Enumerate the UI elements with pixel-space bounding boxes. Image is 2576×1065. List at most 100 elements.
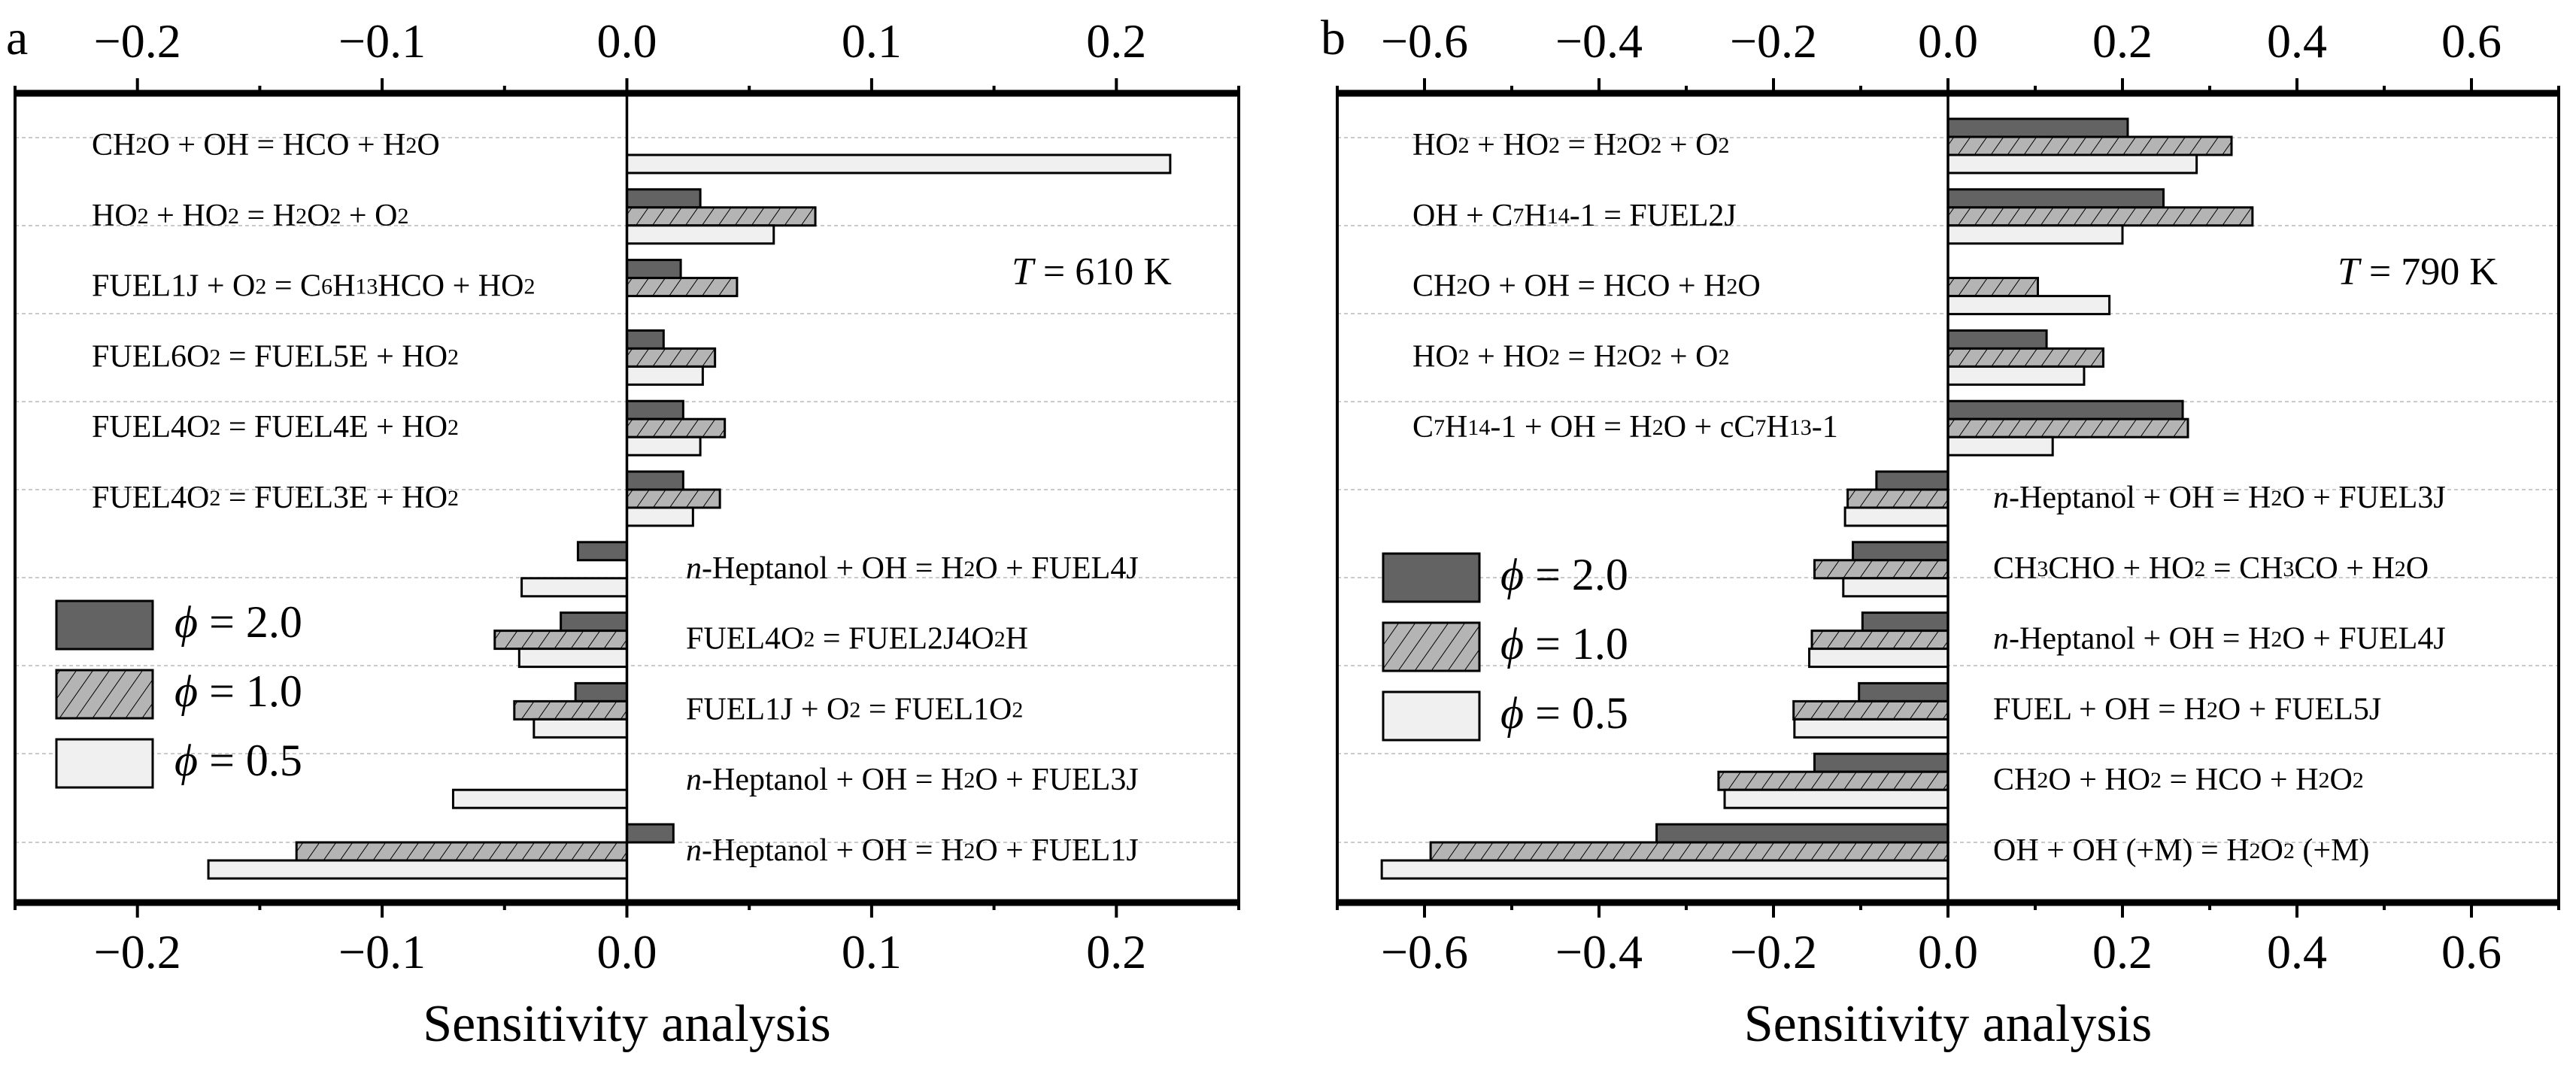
bar-phi-0-5	[1946, 435, 2054, 457]
label-text: FUEL6O	[92, 339, 209, 374]
subscript-text: 2	[2250, 839, 2261, 863]
label-text: O + FUEL4J	[975, 551, 1138, 585]
top-tick-label: −0.2	[1730, 14, 1817, 68]
label-text: + HO	[1470, 128, 1549, 162]
top-tick-label: −0.4	[1555, 14, 1643, 68]
label-text: O + FUEL5J	[2218, 692, 2381, 727]
bar-phi-0-5	[1793, 718, 1949, 739]
bar-phi-1-0	[1429, 841, 1949, 862]
italic-text: n	[686, 551, 702, 585]
bar-phi-0-5	[532, 718, 629, 739]
bar-phi-2-0	[626, 823, 675, 844]
reaction-label: FUEL4O2 = FUEL2J4O2H	[686, 621, 1028, 656]
top-tick-label: 0.1	[842, 14, 902, 68]
bar-phi-2-0	[626, 329, 665, 350]
label-text: + HO	[149, 198, 228, 232]
label-text: FUEL1J + O	[686, 692, 849, 727]
label-text: H	[1006, 621, 1028, 656]
label-text: O + FUEL3J	[2282, 481, 2445, 515]
phi-symbol: ϕ	[1500, 688, 1524, 738]
bar-phi-2-0	[626, 188, 702, 209]
label-text: O	[1628, 128, 1650, 162]
top-tick-label: 0.6	[2441, 14, 2502, 68]
subscript-text: 14	[1547, 204, 1570, 229]
reaction-label: FUEL4O2 = FUEL3E + HO2	[92, 481, 459, 515]
reaction-label: n-Heptanol + OH = H2O + FUEL4J	[686, 551, 1139, 585]
label-text: + HO	[1470, 339, 1549, 374]
bar-phi-0-5	[207, 859, 629, 880]
label-text: FUEL1J + O	[92, 269, 255, 303]
subscript-text: 2	[2395, 557, 2406, 581]
bar-phi-0-5	[626, 153, 1172, 174]
bar-phi-2-0	[1946, 117, 2129, 138]
bar-phi-2-0	[626, 399, 684, 420]
bar-phi-0-5	[1808, 648, 1949, 669]
label-text: = HCO + H	[2162, 763, 2318, 797]
label-text: H	[1524, 198, 1546, 232]
label-text: HCO + HO	[378, 269, 523, 303]
label-text: = FUEL5E + HO	[220, 339, 448, 374]
reaction-label: HO2 + HO2 = H2O2 + O2	[1412, 128, 1729, 162]
bar-phi-0-5	[1723, 788, 1949, 809]
label-text: -1	[1812, 410, 1838, 445]
label-text: O	[1737, 269, 1760, 303]
label-text: FUEL4O	[686, 621, 803, 656]
subscript-text: 2	[1458, 344, 1470, 369]
bar-phi-1-0	[626, 417, 727, 438]
label-text: HO	[1412, 339, 1458, 374]
bar-phi-1-0	[295, 841, 628, 862]
x-axis-title: Sensitivity analysis	[423, 995, 831, 1053]
subscript-text: 7	[1755, 415, 1766, 440]
subscript-text: 2	[296, 204, 307, 229]
phi-symbol: ϕ	[1500, 550, 1524, 599]
subscript-text: 2	[803, 627, 815, 651]
bar-phi-2-0	[1813, 752, 1949, 773]
subscript-text: 2	[523, 274, 535, 299]
subscript-text: 2	[1650, 133, 1661, 158]
subscript-text: 2	[963, 768, 975, 793]
temperature-value: = 610 K	[1033, 250, 1172, 293]
bar-phi-1-0	[1946, 206, 2254, 227]
bottom-tick-label: −0.2	[94, 925, 181, 979]
subscript-text: 2	[849, 697, 860, 722]
label-text: OH + C	[1412, 198, 1513, 232]
label-text: = H	[1560, 339, 1616, 374]
reaction-label: OH + OH (+M) = H2O2 (+M)	[1993, 833, 2369, 868]
subscript-text: 2	[1012, 697, 1023, 722]
label-text: -Heptanol + OH = H	[702, 833, 963, 868]
legend: ϕ = 2.0ϕ = 1.0ϕ = 0.5	[1382, 550, 1628, 742]
bar-phi-2-0	[574, 681, 629, 702]
subscript-text: 2	[2150, 768, 2162, 793]
temperature-label: T = 790 K	[2338, 250, 2498, 293]
bar-phi-2-0	[1655, 823, 1949, 844]
subscript-text: 7	[1513, 204, 1524, 229]
label-text: O + HO	[2048, 763, 2150, 797]
subscript-text: 2	[228, 204, 239, 229]
legend-swatch-phi-1-0	[1382, 621, 1481, 672]
subscript-text: 2	[255, 274, 266, 299]
label-text: = FUEL1O	[860, 692, 1012, 727]
reaction-label: n-Heptanol + OH = H2O + FUEL4J	[1993, 621, 2446, 656]
subscript-text: 2	[963, 557, 975, 581]
reaction-label: n-Heptanol + OH = H2O + FUEL3J	[1993, 481, 2446, 515]
label-text: FUEL4O	[92, 481, 209, 515]
label-text: HO	[92, 198, 138, 232]
legend-label: ϕ = 2.0	[1500, 550, 1628, 599]
label-text: O + cC	[1664, 410, 1755, 445]
legend-value: = 2.0	[1524, 550, 1628, 599]
label-text: CO + H	[2294, 551, 2394, 585]
label-text: -Heptanol + OH = H	[702, 763, 963, 797]
subscript-text: 2	[135, 133, 147, 158]
bar-phi-0-5	[626, 435, 702, 457]
bar-phi-0-5	[1946, 224, 2124, 245]
label-text: O + FUEL4J	[2282, 621, 2445, 656]
reaction-label: FUEL6O2 = FUEL5E + HO2	[92, 339, 459, 374]
bar-phi-1-0	[626, 347, 717, 368]
label-text: FUEL4O	[92, 410, 209, 445]
bar-phi-1-0	[626, 488, 721, 509]
reaction-label: CH2O + OH = HCO + H2O	[1412, 269, 1761, 303]
bottom-tick-label: −0.2	[1730, 925, 1817, 979]
bar-phi-0-5	[1946, 153, 2198, 174]
label-text: O	[2261, 833, 2283, 868]
bar-phi-0-5	[626, 506, 694, 527]
